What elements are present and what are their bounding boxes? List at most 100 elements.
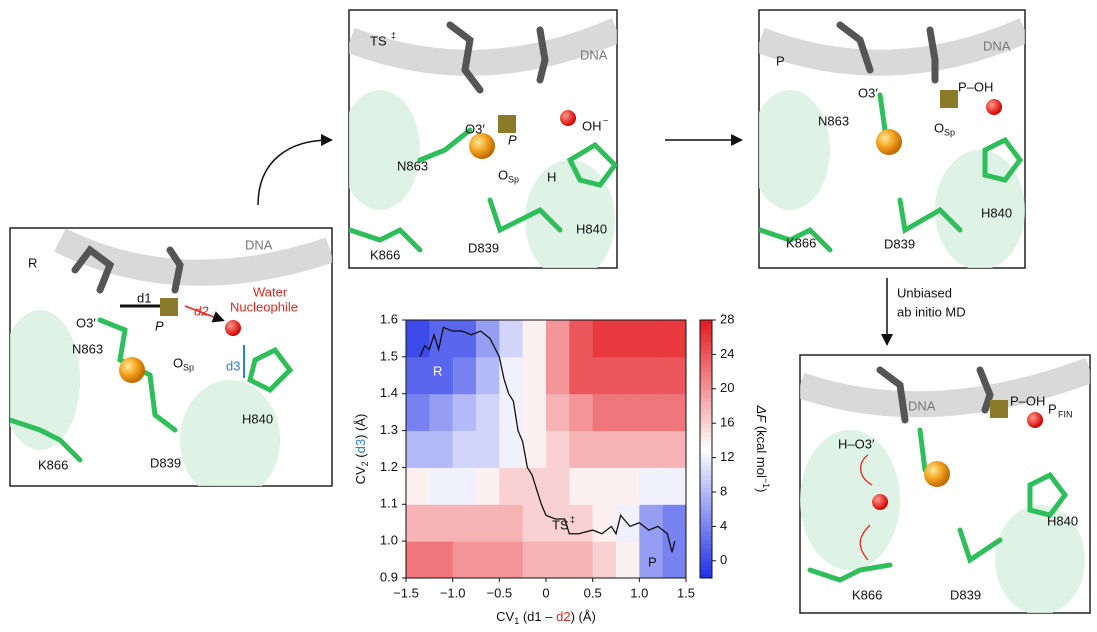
heat-cell (662, 504, 687, 542)
panel-title: R (28, 255, 37, 270)
colorbar-label: ΔF (kcal mol−1) (754, 405, 771, 493)
y-tick-label: 1.6 (380, 311, 398, 326)
colorbar-band (700, 457, 712, 463)
colorbar-band (700, 492, 712, 497)
colorbar-band (700, 388, 712, 394)
x-tick-label: 1.5 (677, 585, 695, 600)
heat-cell (452, 356, 477, 395)
label: P–OH (958, 79, 993, 94)
heat-cell (452, 467, 477, 505)
arrow (257, 134, 333, 206)
heat-cell (546, 393, 570, 432)
colorbar-tick-label: 8 (720, 483, 727, 498)
label: DNA (983, 38, 1011, 53)
heat-cell (639, 504, 664, 542)
heat-cell (476, 467, 500, 505)
label: P (508, 132, 517, 147)
label: D839 (950, 587, 981, 602)
heat-cell (406, 393, 430, 432)
arrow-label: ab initio MD (897, 304, 966, 319)
heat-cell (592, 430, 617, 468)
label: K866 (38, 457, 68, 472)
colorbar-band (700, 384, 712, 390)
heat-cell (476, 541, 500, 579)
heat-cell (592, 320, 617, 358)
label-part: ( (353, 453, 368, 462)
label: H840 (1047, 513, 1078, 528)
colorbar-frame (699, 319, 713, 579)
heat-cell (499, 467, 524, 505)
colorbar-band (700, 371, 712, 377)
heat-cell (406, 467, 430, 505)
label: H840 (981, 205, 1012, 220)
heat-cell (476, 430, 500, 468)
x-tick-label: 1.0 (630, 585, 648, 600)
heat-cell (639, 430, 664, 468)
label: P (155, 318, 164, 333)
y-tick-label: 1.2 (380, 459, 398, 474)
label: K866 (370, 247, 400, 262)
label: DNA (245, 237, 273, 252)
colorbar-band (700, 483, 712, 489)
heat-cell (616, 356, 640, 395)
heat-cell (429, 467, 454, 505)
colorbar-band (700, 479, 712, 484)
heat-cell (546, 430, 570, 468)
colorbar-band (700, 547, 712, 553)
heat-cell (662, 320, 687, 358)
heat-cell (546, 320, 570, 358)
heat-cell (476, 393, 500, 432)
colorbar-band (700, 341, 712, 347)
colorbar-band (700, 560, 712, 566)
heat-cell (546, 467, 570, 505)
label-part: ) (754, 488, 769, 492)
colorbar-band (700, 410, 712, 416)
heat-cell (522, 504, 547, 542)
heat-cell (406, 504, 430, 542)
annotation: R (433, 363, 442, 378)
label: O (173, 355, 183, 370)
panel-title-sub: FIN (1058, 409, 1073, 419)
heat-cell (522, 320, 547, 358)
heat-cell (569, 356, 594, 395)
label: D839 (884, 236, 915, 251)
colorbar-band (700, 522, 712, 527)
heat-cell (639, 467, 664, 505)
heat-cell (546, 504, 570, 542)
colorbar-band (700, 496, 712, 502)
x-tick-label: −1.5 (393, 585, 419, 600)
label: O3′ (465, 121, 485, 136)
heat-cell (499, 320, 524, 358)
label: − (603, 115, 608, 125)
heat-cell (592, 393, 617, 432)
heat-cell (499, 504, 524, 542)
heat-cell (639, 320, 664, 358)
colorbar-band (700, 474, 712, 480)
heat-cell (522, 467, 547, 505)
heat-cell (616, 320, 640, 358)
x-axis-label: CV1 (d1 – d2) (Å) (496, 609, 596, 626)
colorbar-band (700, 358, 712, 364)
heat-cell (476, 320, 500, 358)
panel-title: P (776, 53, 785, 68)
label-part: 2 (360, 461, 370, 466)
label-part: d3 (353, 439, 368, 453)
heat-cell (592, 467, 617, 505)
heat-cell (522, 430, 547, 468)
label: H840 (576, 221, 607, 236)
colorbar-band (700, 440, 712, 446)
colorbar-band (700, 461, 712, 467)
heat-cell (406, 356, 430, 395)
colorbar-band (700, 543, 712, 549)
colorbar-band (700, 427, 712, 433)
heat-cell (476, 504, 500, 542)
colorbar-band (700, 414, 712, 420)
heat-cell (616, 393, 640, 432)
colorbar-band (700, 466, 712, 471)
heat-cell (662, 430, 687, 468)
label: K866 (786, 235, 816, 250)
heat-cell (499, 393, 524, 432)
y-tick-label: 1.3 (380, 422, 398, 437)
colorbar-band (700, 436, 712, 441)
